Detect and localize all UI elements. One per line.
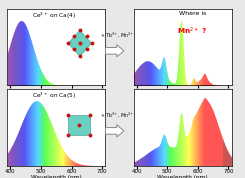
- Text: + Tb$^{3+}$, Mn$^{2+}$: + Tb$^{3+}$, Mn$^{2+}$: [100, 30, 134, 39]
- Text: Mn$^{2+}$ ?: Mn$^{2+}$ ?: [177, 26, 208, 37]
- Text: + Tb$^{3+}$, Mn$^{2+}$: + Tb$^{3+}$, Mn$^{2+}$: [100, 110, 134, 119]
- Text: Ce$^{3+}$ on Ca(5): Ce$^{3+}$ on Ca(5): [32, 91, 76, 101]
- FancyArrow shape: [105, 45, 124, 57]
- Polygon shape: [68, 30, 92, 56]
- FancyArrow shape: [105, 125, 124, 137]
- X-axis label: Wavelength (nm): Wavelength (nm): [157, 175, 208, 178]
- Text: Where is: Where is: [179, 11, 206, 16]
- Polygon shape: [68, 115, 90, 135]
- Text: Ce$^{3+}$ on Ca(4): Ce$^{3+}$ on Ca(4): [32, 11, 76, 21]
- X-axis label: Wavelength (nm): Wavelength (nm): [31, 175, 82, 178]
